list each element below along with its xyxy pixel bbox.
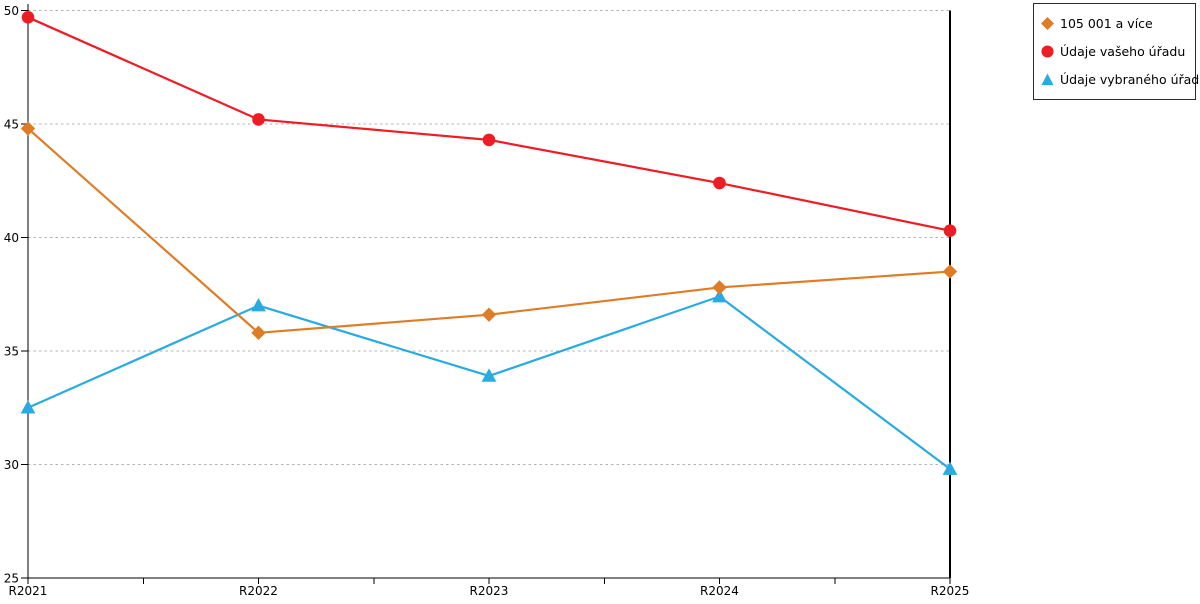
svg-text:R2023: R2023 [470, 584, 509, 598]
chart-legend: 105 001 a více Údaje vašeho úřadu Údaje … [1033, 3, 1200, 100]
diamond-marker-icon [1041, 17, 1054, 30]
legend-label-udaje-vybraneho-uradu: Údaje vybraného úřadu [1060, 72, 1200, 87]
legend-item-udaje-vaseho-uradu[interactable]: Údaje vašeho úřadu [1041, 41, 1189, 62]
svg-text:30: 30 [4, 458, 19, 472]
svg-text:50: 50 [4, 4, 19, 18]
svg-text:40: 40 [4, 231, 19, 245]
legend-label-105-001-a-vice: 105 001 a více [1060, 16, 1153, 31]
legend-label-udaje-vaseho-uradu: Údaje vašeho úřadu [1060, 44, 1186, 59]
svg-text:25: 25 [4, 572, 19, 586]
svg-text:45: 45 [4, 118, 19, 132]
legend-item-udaje-vybraneho-uradu[interactable]: Údaje vybraného úřadu [1041, 69, 1200, 90]
svg-text:R2022: R2022 [239, 584, 278, 598]
svg-text:35: 35 [4, 345, 19, 359]
triangle-marker-icon [1041, 73, 1054, 86]
legend-item-105-001-a-vice[interactable]: 105 001 a více [1041, 13, 1189, 34]
svg-text:R2021: R2021 [9, 584, 48, 598]
circle-marker-icon [1041, 45, 1054, 58]
svg-text:R2025: R2025 [931, 584, 970, 598]
svg-text:R2024: R2024 [700, 584, 739, 598]
